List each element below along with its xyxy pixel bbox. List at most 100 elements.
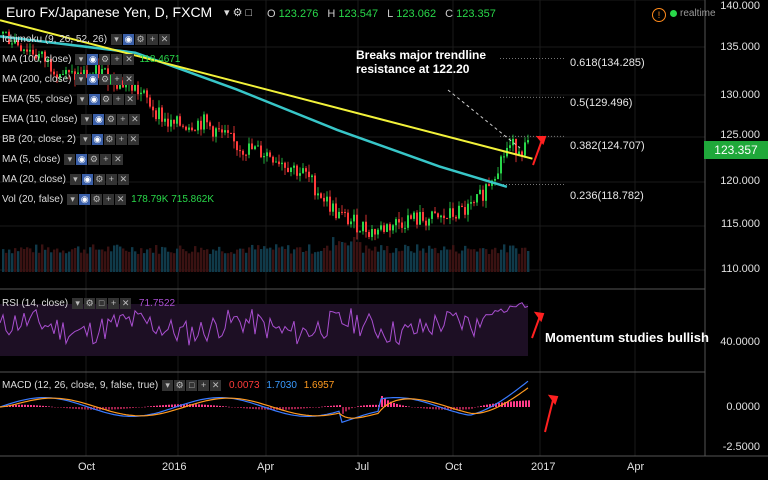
candle-body xyxy=(320,193,322,198)
macd-hist-bar xyxy=(96,407,98,410)
volume-bar xyxy=(395,248,398,272)
legend-controls[interactable]: ▾ ⚙ □ + ✕ xyxy=(72,297,132,311)
candle-body xyxy=(254,146,256,150)
symbol-title[interactable]: Euro Fx/Japanese Yen, D, FXCM xyxy=(6,4,213,20)
time-tick: Jul xyxy=(355,461,370,473)
macd-hist-bar xyxy=(204,404,206,407)
volume-bar xyxy=(128,251,131,272)
indicator-row[interactable]: EMA (110, close) ▾ ◉ ⚙ + ✕ xyxy=(2,113,145,127)
macd-hist-bar xyxy=(60,407,62,408)
volume-bar xyxy=(440,250,443,272)
remove-icon: ✕ xyxy=(117,173,129,185)
indicator-controls[interactable]: ▾ ◉ ⚙ + ✕ xyxy=(79,133,140,147)
indicator-controls[interactable]: ▾ ◉ ⚙ + ✕ xyxy=(75,73,135,87)
macd-hist-bar xyxy=(339,405,341,407)
volume-bar xyxy=(89,247,92,272)
candle-body xyxy=(224,130,226,133)
macd-hist-bar xyxy=(384,398,386,407)
indicator-row[interactable]: MA (100, close) ▾ ◉ ⚙ + ✕ 118.4671 xyxy=(2,53,180,67)
candle-body xyxy=(515,138,517,156)
volume-bar xyxy=(125,250,128,272)
macd-hist-bar xyxy=(12,405,14,407)
indicator-row[interactable]: BB (20, close, 2) ▾ ◉ ⚙ + ✕ xyxy=(2,133,144,147)
indicator-row[interactable]: MA (20, close) ▾ ◉ ⚙ + ✕ xyxy=(2,173,134,187)
macd-hist-bar xyxy=(447,407,449,410)
macd-hist-bar xyxy=(288,407,290,410)
indicator-row[interactable]: Ichimoku (9, 26, 52, 26) ▾ ◉ ⚙ + ✕ xyxy=(2,33,175,47)
macd-hist-bar xyxy=(69,407,71,409)
volume-bar xyxy=(380,245,383,272)
candle-body xyxy=(296,165,298,176)
indicator-controls[interactable]: ▾ ◉ ⚙ + ✕ xyxy=(81,113,141,127)
candle-body xyxy=(335,203,337,219)
indicator-row[interactable]: MA (5, close) ▾ ◉ ⚙ + ✕ xyxy=(2,153,128,167)
indicator-controls[interactable]: ▾ ◉ ⚙ + ✕ xyxy=(76,93,137,107)
candle-body xyxy=(314,175,316,196)
macd-hist-bar xyxy=(246,407,248,409)
candle-body xyxy=(464,207,466,215)
macd-hist-bar xyxy=(369,404,371,407)
volume-bar xyxy=(512,245,515,272)
macd-hist-bar xyxy=(321,406,323,408)
volume-bar xyxy=(8,249,11,272)
candle-body xyxy=(383,225,385,232)
volume-bar xyxy=(197,252,200,272)
macd-hist-bar xyxy=(27,404,29,407)
candle-body xyxy=(392,225,394,231)
macd-hist-bar xyxy=(459,407,461,410)
volume-bar xyxy=(308,244,311,272)
candle-body xyxy=(446,218,448,220)
macd-tick: 0.0000 xyxy=(726,401,760,413)
hide-icon[interactable]: □ xyxy=(245,7,253,19)
candle-body xyxy=(377,229,379,235)
volume-bar xyxy=(389,253,392,272)
volume-bar xyxy=(314,252,317,272)
macd-hist-bar xyxy=(111,407,113,410)
indicator-controls[interactable]: ▾ ◉ ⚙ + ✕ xyxy=(67,193,127,207)
macd-hist-bar xyxy=(147,406,149,407)
warning-icon[interactable]: ! xyxy=(652,8,666,22)
volume-bar xyxy=(521,247,524,272)
grid-lines xyxy=(0,0,705,456)
candle-body xyxy=(20,45,22,51)
settings-icon[interactable]: ⚙ xyxy=(232,7,243,19)
indicator-row[interactable]: MA (200, close) ▾ ◉ ⚙ + ✕ xyxy=(2,73,139,87)
volume-bar xyxy=(353,236,356,272)
indicator-controls[interactable]: ▾ ◉ ⚙ + ✕ xyxy=(111,33,171,47)
candle-body xyxy=(212,126,214,137)
red-arrow xyxy=(532,136,547,166)
volume-bar xyxy=(254,249,257,272)
indicator-controls[interactable]: ▾ ◉ ⚙ + ✕ xyxy=(75,53,135,67)
macd-hist-bar xyxy=(363,405,365,407)
macd-hist-bar xyxy=(474,407,476,408)
legend-controls[interactable]: ▾ ⚙ □ + ✕ xyxy=(162,379,222,393)
macd-hist-bar xyxy=(510,401,512,407)
add-icon: + xyxy=(117,113,129,125)
macd-hist-bar xyxy=(528,400,530,407)
candle-body xyxy=(485,184,487,201)
indicator-controls[interactable]: ▾ ◉ ⚙ + ✕ xyxy=(69,173,130,187)
candle-body xyxy=(218,128,220,130)
candle-body xyxy=(53,71,55,75)
macd-hist-bar xyxy=(138,407,140,408)
price-tick: 110.000 xyxy=(721,263,760,275)
volume-bar xyxy=(194,246,197,272)
macd-hist-bar xyxy=(414,407,416,408)
volume-bar xyxy=(260,249,263,272)
remove-icon: ✕ xyxy=(123,73,135,85)
volume-bar xyxy=(155,245,158,272)
macd-hist-bar xyxy=(141,407,143,408)
volume-bar xyxy=(491,249,494,272)
volume-bar xyxy=(497,253,500,272)
macd-hist-bar xyxy=(468,407,470,410)
candle-body xyxy=(95,65,97,74)
macd-hist-bar xyxy=(306,407,308,409)
macd-hist-bar xyxy=(303,407,305,409)
indicator-row[interactable]: EMA (55, close) ▾ ◉ ⚙ + ✕ xyxy=(2,93,141,107)
volume-bar xyxy=(239,248,242,272)
candle-body xyxy=(215,128,217,137)
add-icon: + xyxy=(100,153,112,165)
indicator-controls[interactable]: ▾ ◉ ⚙ + ✕ xyxy=(64,153,124,167)
header-controls[interactable]: ▾ ⚙ □ xyxy=(224,7,253,19)
indicator-row[interactable]: Vol (20, false) ▾ ◉ ⚙ + ✕ 178.79K 715.862K xyxy=(2,193,214,207)
